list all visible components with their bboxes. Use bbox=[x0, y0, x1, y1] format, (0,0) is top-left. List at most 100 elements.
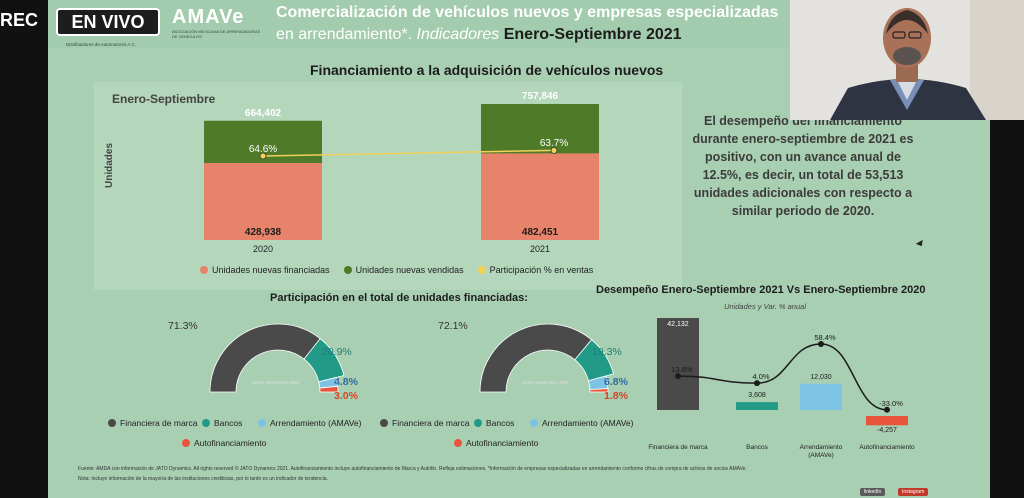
bar-sold-label: 664,402 bbox=[244, 107, 282, 119]
participation-title: Participación en el total de unidades fi… bbox=[270, 292, 528, 304]
donut-center-label: Enero-septiembre 2021 bbox=[522, 380, 570, 385]
footnote-source: Fuente: AMDA con información de JATO Dyn… bbox=[78, 466, 747, 472]
legend-label: Autofinanciamiento bbox=[194, 438, 267, 448]
section-title: Financiamiento a la adquisición de vehíc… bbox=[310, 62, 664, 78]
legend-label: Financiera de marca bbox=[120, 418, 198, 428]
x-tick-label: 2020 bbox=[252, 244, 274, 254]
perf-bar-label: 42,132 bbox=[667, 321, 689, 328]
legend-dot-sold bbox=[343, 266, 352, 274]
participation-point bbox=[259, 152, 267, 160]
legend-item-financed: Unidades nuevas financiadas bbox=[200, 265, 330, 275]
distributor-text: Distribuidores de Automotores A.C. bbox=[66, 42, 137, 47]
perf-bar-2 bbox=[736, 402, 778, 410]
presenter-image bbox=[790, 0, 1024, 120]
x-tick-label: 2021 bbox=[529, 244, 551, 254]
title-bold: Enero-Septiembre 2021 bbox=[503, 26, 682, 43]
donut-pct-label: 6.8% bbox=[604, 376, 628, 388]
legend-item-pie: Financiera de marca bbox=[380, 418, 469, 428]
description-text: El desempeño del financiamiento durante … bbox=[692, 114, 914, 218]
donut-slice-2-1 bbox=[479, 323, 593, 393]
instagram-badge[interactable]: Instagram bbox=[898, 488, 929, 496]
legend-dot-financed bbox=[200, 266, 208, 274]
perf-category-label: Financiera de marca bbox=[648, 444, 708, 451]
legend-item-pie: Arrendamiento (AMAVe) bbox=[258, 418, 362, 428]
donut-pct-label: 71.3% bbox=[168, 320, 198, 332]
legend-dot bbox=[454, 439, 462, 447]
perf-category-label: Arrendamiento (AMAVe) bbox=[799, 444, 843, 459]
perf-category-label: Autofinanciamiento bbox=[859, 444, 915, 451]
logo-subtitle: ASOCIACIÓN MEXICANA DE ARRENDADORAS DE V… bbox=[172, 29, 261, 39]
legend-label: Arrendamiento (AMAVe) bbox=[542, 418, 634, 428]
legend-item-pie: Autofinanciamiento bbox=[454, 438, 538, 448]
legend-dot bbox=[258, 419, 266, 427]
perf-pct-label: 4.0% bbox=[752, 372, 770, 382]
donut-pct-label: 19.3% bbox=[592, 346, 622, 358]
legend-dot bbox=[474, 419, 482, 427]
amave-logo: AMAVe ASOCIACIÓN MEXICANA DE ARRENDADORA… bbox=[172, 6, 262, 39]
donut-slice-2-4 bbox=[589, 388, 609, 393]
donut-slice-1-4 bbox=[319, 385, 339, 393]
live-badge: EN VIVO bbox=[56, 8, 160, 36]
financing-bar-chart bbox=[204, 103, 599, 241]
legend-item-pie: Bancos bbox=[474, 418, 514, 428]
legend-dot bbox=[202, 419, 210, 427]
legend-dot bbox=[182, 439, 190, 447]
participation-donuts bbox=[209, 323, 615, 393]
perf-line bbox=[677, 343, 888, 411]
donut-pct-label: 1.8% bbox=[604, 390, 628, 402]
perf-bar-label: 12,030 bbox=[810, 373, 832, 381]
rec-indicator: REC bbox=[0, 10, 39, 30]
logo-name: AMAVe bbox=[172, 6, 245, 28]
perf-bar-label: -4,257 bbox=[877, 427, 897, 435]
bar-financed-2020 bbox=[204, 163, 322, 240]
presenter-webcam bbox=[790, 0, 1024, 120]
left-frame bbox=[0, 0, 48, 498]
title-plain: en arrendamiento*. bbox=[276, 26, 413, 43]
donut-pct-label: 72.1% bbox=[438, 320, 468, 332]
donut-pct-label: 20.9% bbox=[322, 346, 352, 358]
slide-title-line1: Comercialización de vehículos nuevos y e… bbox=[276, 4, 779, 21]
bar-financed-label: 428,938 bbox=[244, 227, 282, 238]
legend-dot bbox=[108, 419, 116, 427]
participation-label: 63.7% bbox=[539, 138, 569, 150]
perf-point bbox=[884, 406, 890, 413]
perf-bar-4 bbox=[866, 416, 908, 426]
legend-item-sold: Unidades nuevas vendidas bbox=[343, 265, 464, 275]
perf-pct-label: 13.8% bbox=[671, 365, 693, 375]
legend-dot bbox=[530, 419, 538, 427]
donut-pct-label: 3.0% bbox=[334, 390, 358, 402]
perf-bar-3 bbox=[800, 383, 842, 410]
perf-category-label: Bancos bbox=[746, 444, 768, 451]
participation-line bbox=[262, 149, 555, 157]
bar-sold-label: 757,846 bbox=[521, 90, 559, 102]
legend-label: Bancos bbox=[214, 418, 243, 428]
footnote-note: Nota: Incluye información de la mayoría … bbox=[78, 476, 328, 482]
legend-item-pie: Financiera de marca bbox=[108, 418, 197, 428]
donut-pct-label: 4.8% bbox=[334, 376, 358, 388]
legend-item-pie: Arrendamiento (AMAVe) bbox=[530, 418, 634, 428]
right-frame bbox=[990, 120, 1024, 498]
legend-item-pie: Bancos bbox=[202, 418, 242, 428]
performance-chart bbox=[657, 318, 908, 426]
legend-item-participation: Participación % en ventas bbox=[477, 265, 593, 275]
participation-point bbox=[550, 147, 558, 154]
legend-label: Autofinanciamiento bbox=[466, 438, 539, 448]
slide-title-line2: en arrendamiento*. Indicadores Enero-Sep… bbox=[276, 26, 682, 44]
performance-subtitle: Unidades y Var. % anual bbox=[724, 302, 806, 311]
legend-label: Financiera de marca bbox=[392, 418, 470, 428]
participation-label: 64.6% bbox=[248, 144, 278, 155]
bar-financed-2021 bbox=[481, 153, 599, 240]
period-label: Enero-Septiembre bbox=[112, 92, 216, 106]
bar-chart-legend: Unidades nuevas financiadas Unidades nue… bbox=[200, 265, 593, 275]
perf-bar-1 bbox=[657, 318, 699, 410]
perf-bar-label: 3,608 bbox=[748, 392, 766, 400]
legend-dot-participation bbox=[477, 266, 486, 274]
linkedin-badge[interactable]: linkedIn bbox=[860, 488, 886, 496]
title-italic: Indicadores bbox=[416, 26, 500, 43]
performance-title: Desempeño Enero-Septiembre 2021 Vs Enero… bbox=[596, 284, 926, 296]
donut-slice-1-1 bbox=[209, 323, 321, 393]
legend-item-pie: Autofinanciamiento bbox=[182, 438, 266, 448]
perf-point bbox=[818, 340, 824, 347]
donut-center-label: Enero-septiembre 2020 bbox=[252, 380, 300, 385]
